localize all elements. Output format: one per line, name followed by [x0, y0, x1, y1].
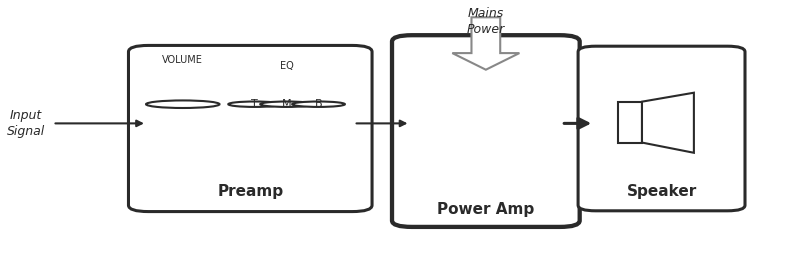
Text: Power Amp: Power Amp	[438, 201, 534, 216]
Text: EQ: EQ	[280, 61, 294, 71]
Ellipse shape	[146, 100, 219, 108]
Text: VOLUME: VOLUME	[162, 54, 203, 65]
Polygon shape	[642, 93, 694, 153]
Text: Preamp: Preamp	[217, 183, 283, 199]
Text: T: T	[251, 99, 258, 109]
Text: M: M	[282, 99, 291, 109]
Text: B: B	[314, 99, 322, 109]
Text: Speaker: Speaker	[626, 183, 697, 199]
FancyBboxPatch shape	[578, 46, 745, 211]
Ellipse shape	[260, 102, 313, 107]
Ellipse shape	[292, 102, 345, 107]
Bar	[618, 102, 642, 143]
FancyBboxPatch shape	[129, 45, 372, 212]
Text: Mains
Power: Mains Power	[466, 7, 505, 36]
Polygon shape	[452, 17, 519, 70]
FancyBboxPatch shape	[392, 35, 580, 227]
Ellipse shape	[228, 102, 281, 107]
Text: Input
Signal: Input Signal	[7, 109, 46, 138]
